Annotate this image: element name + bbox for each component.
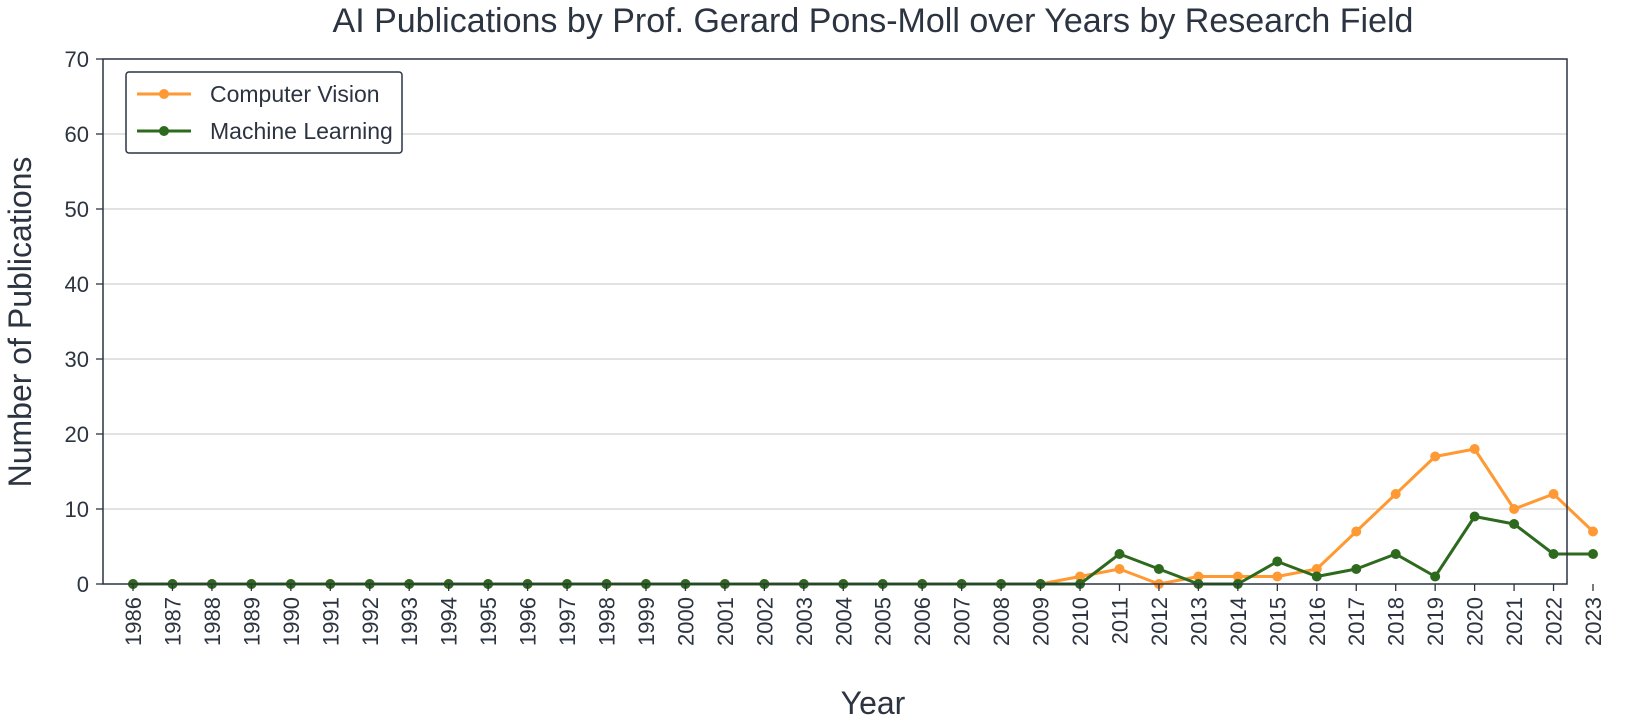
- data-point: [1588, 549, 1598, 559]
- data-point: [1114, 564, 1125, 574]
- legend-item: Computer Vision: [137, 81, 380, 107]
- x-tick-label: 1994: [437, 597, 462, 646]
- data-point: [1311, 564, 1322, 574]
- x-tick-label: 2001: [713, 597, 738, 646]
- x-tick-label: 2021: [1502, 597, 1527, 646]
- y-tick-label: 40: [65, 272, 89, 297]
- x-tick-label: 2009: [1029, 597, 1054, 646]
- x-tick-label: 2014: [1226, 597, 1251, 646]
- x-tick-label: 2005: [871, 597, 896, 646]
- x-tick-label: 2006: [910, 597, 935, 646]
- y-tick-label: 70: [65, 47, 89, 72]
- series-machine-learning: [128, 511, 1598, 589]
- x-tick-label: 2017: [1344, 597, 1369, 646]
- x-tick-label: 2007: [950, 597, 975, 646]
- x-tick-label: 1999: [634, 597, 659, 646]
- data-point: [1548, 549, 1559, 559]
- x-tick-label: 1996: [516, 597, 541, 646]
- x-tick-label: 2008: [989, 597, 1014, 646]
- data-point: [1272, 556, 1283, 567]
- y-tick-label: 20: [65, 422, 89, 447]
- x-tick-label: 1992: [358, 597, 383, 646]
- data-point: [1351, 526, 1362, 537]
- x-tick-label: 1995: [476, 597, 501, 646]
- x-tick-label: 2019: [1423, 597, 1448, 646]
- gridlines: [103, 133, 1567, 510]
- legend-label: Machine Learning: [210, 118, 393, 144]
- data-point: [1311, 571, 1322, 582]
- plot-frame: [102, 58, 1568, 585]
- x-tick-label: 1998: [595, 597, 620, 646]
- x-tick-label: 1991: [318, 597, 343, 646]
- x-tick-label: 1990: [279, 597, 304, 646]
- legend-box: [125, 71, 403, 154]
- data-point: [1430, 451, 1441, 462]
- data-point: [1075, 571, 1086, 582]
- data-point: [1390, 489, 1401, 499]
- x-axis: 1986 1987 1988 1989 1990 1991 1992 1993 1994 1995…: [121, 584, 1606, 646]
- chart-title: AI Publications by Prof. Gerard Pons-Mol…: [333, 2, 1414, 40]
- series-computer-vision: [128, 444, 1598, 589]
- x-tick-label: 1986: [121, 597, 146, 646]
- data-point: [1588, 526, 1598, 537]
- series-layer: [128, 444, 1598, 589]
- data-point: [1351, 564, 1362, 574]
- x-tick-label: 2016: [1305, 597, 1330, 646]
- x-tick-label: 2010: [1068, 597, 1093, 646]
- y-axis: 0 10 20 30 40 50 60 70: [65, 47, 103, 597]
- data-point: [1469, 444, 1480, 454]
- x-tick-label: 1989: [239, 597, 264, 646]
- x-tick-label: 1987: [160, 597, 185, 646]
- data-point: [1114, 549, 1125, 559]
- legend-label: Computer Vision: [210, 81, 380, 107]
- y-axis-label: Number of Publications: [2, 157, 38, 488]
- x-tick-label: 2023: [1581, 597, 1606, 646]
- y-tick-label: 30: [65, 347, 89, 372]
- data-point: [1509, 519, 1520, 529]
- x-tick-label: 1993: [397, 597, 422, 646]
- data-point: [1232, 571, 1243, 582]
- x-tick-label: 2015: [1265, 597, 1290, 646]
- x-tick-label: 2022: [1542, 597, 1567, 646]
- data-point: [1548, 489, 1559, 499]
- y-tick-label: 50: [65, 197, 89, 222]
- x-tick-label: 2020: [1463, 597, 1488, 646]
- x-tick-label: 2011: [1107, 597, 1132, 644]
- series-line: [133, 515, 1593, 586]
- legend-item: Machine Learning: [137, 118, 393, 144]
- legend-marker: [159, 126, 169, 136]
- y-tick-label: 0: [77, 572, 89, 597]
- data-point: [1509, 504, 1520, 514]
- x-tick-label: 1997: [555, 597, 580, 646]
- data-point: [1272, 571, 1283, 582]
- data-point: [1153, 564, 1164, 574]
- x-tick-label: 2013: [1186, 597, 1211, 646]
- data-point: [1469, 511, 1480, 522]
- x-tick-label: 2004: [831, 597, 856, 646]
- x-tick-label: 1988: [200, 597, 225, 646]
- x-tick-label: 2000: [673, 597, 698, 646]
- legend: Computer Vision Machine Learning: [125, 71, 403, 154]
- x-tick-label: 2002: [752, 597, 777, 646]
- x-tick-label: 2018: [1384, 597, 1409, 646]
- data-point: [1430, 571, 1441, 582]
- x-tick-label: 2003: [792, 597, 817, 646]
- x-axis-label: Year: [841, 685, 906, 721]
- y-tick-label: 10: [65, 497, 89, 522]
- x-tick-label: 2012: [1147, 597, 1172, 646]
- y-tick-label: 60: [65, 122, 89, 147]
- legend-marker: [159, 89, 169, 99]
- data-point: [1390, 549, 1401, 559]
- data-point: [1193, 571, 1204, 582]
